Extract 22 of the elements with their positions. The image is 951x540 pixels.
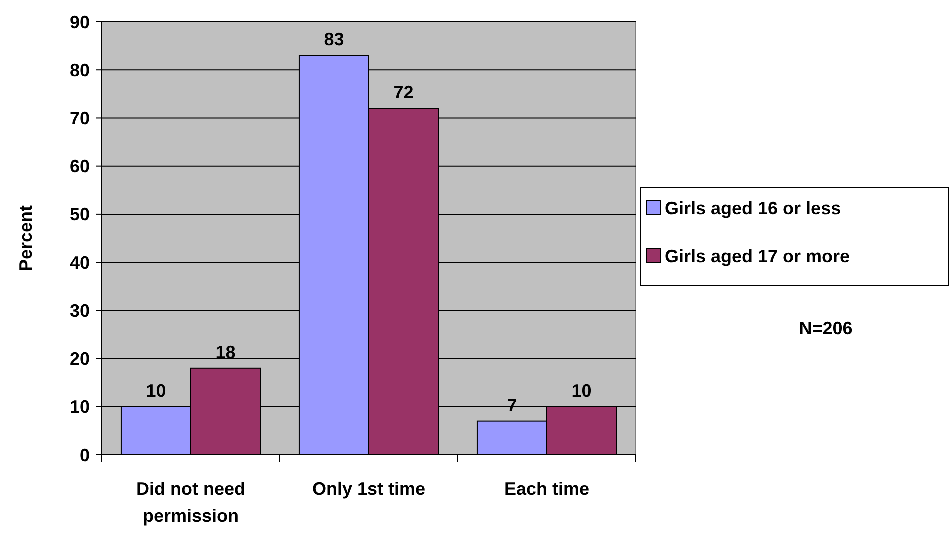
y-tick-label: 0: [80, 445, 90, 466]
y-tick-label: 40: [70, 252, 90, 273]
data-label: 83: [324, 30, 344, 50]
y-tick-label: 60: [70, 156, 90, 177]
y-tick-label: 20: [70, 349, 90, 370]
y-tick-label: 80: [70, 60, 90, 80]
x-tick-label: Only 1st time: [312, 479, 426, 499]
data-label: 10: [146, 380, 166, 401]
data-label: 18: [216, 342, 236, 362]
y-tick-label: 50: [70, 204, 90, 225]
y-tick-label: 70: [70, 108, 90, 129]
x-tick-label: Did not need permission: [136, 479, 246, 526]
y-axis-title: Percent: [16, 205, 36, 272]
data-label: 72: [394, 82, 414, 103]
text: N=206: [799, 318, 853, 338]
y-tick-label: 30: [70, 300, 90, 321]
x-tick-label: Each time: [504, 479, 590, 499]
y-tick-label: 10: [70, 397, 90, 418]
y-tick-label: 90: [70, 12, 90, 32]
legend-label: Girls aged 17 or more: [665, 246, 850, 266]
data-label: 10: [572, 380, 592, 401]
legend-label: Girls aged 16 or less: [665, 198, 842, 218]
